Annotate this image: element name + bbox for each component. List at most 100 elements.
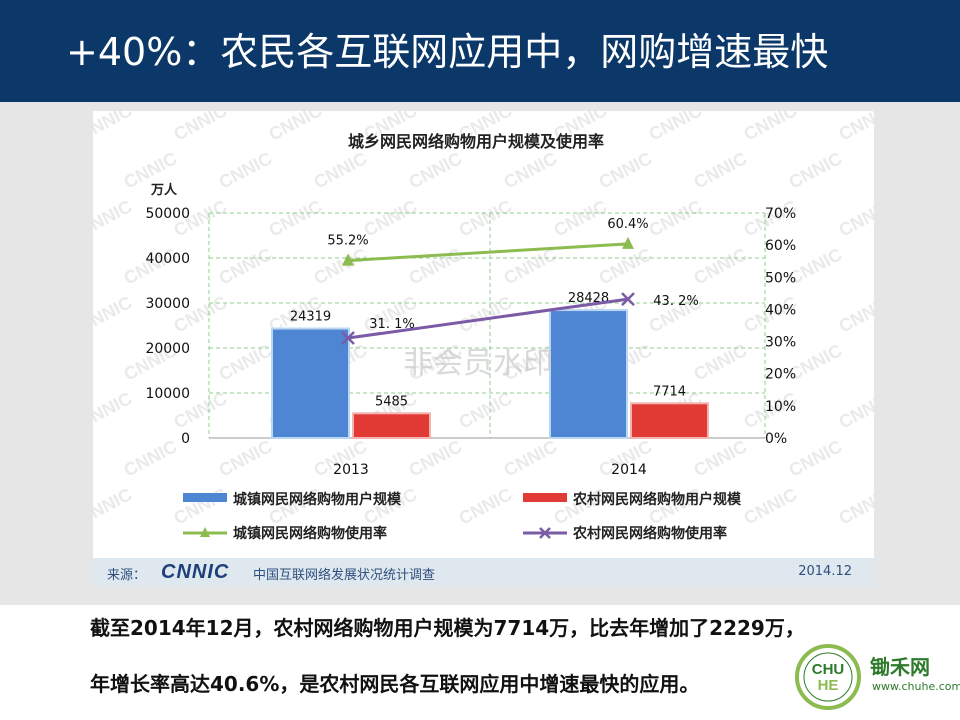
bar-rural-2013 — [352, 412, 431, 440]
y-right-tick-label: 70% — [765, 206, 796, 222]
watermark-text: 非会员水印 — [403, 346, 553, 381]
watermark-brand-mark: CNNIC — [405, 148, 465, 192]
legend-label: 农村网民网络购物用户规模 — [572, 491, 742, 508]
watermark-brand-mark: CNNIC — [835, 111, 874, 145]
watermark-brand-mark: CNNIC — [595, 148, 655, 192]
svg-text:HE: HE — [818, 677, 839, 694]
watermark-brand-mark: CNNIC — [500, 436, 560, 480]
watermark-brand-mark: CNNIC — [405, 244, 465, 288]
chart-panel: CNNIC CNNIC CNNIC CNNIC CNNIC CNNIC CNNIC CNNIC… — [93, 111, 874, 587]
watermark-brand-mark: CNNIC — [93, 111, 135, 145]
watermark-brand-mark: CNNIC — [215, 148, 275, 192]
x-tick-label: 2013 — [333, 462, 369, 478]
chart-svg: CNNIC CNNIC CNNIC CNNIC CNNIC CNNIC CNNIC CNNIC… — [93, 111, 874, 542]
site-name: 锄禾网 — [870, 655, 930, 679]
watermark-brand-mark: CNNIC — [360, 196, 420, 240]
legend-label: 城镇网民网络购物使用率 — [233, 525, 387, 542]
bar-urban-2014 — [549, 309, 628, 440]
watermark-brand-mark: CNNIC — [310, 244, 370, 288]
line-rural-rate — [347, 297, 629, 340]
source-label: 来源： — [107, 568, 147, 583]
line-point-urban-2013 — [342, 253, 354, 266]
bar-data-label: 24319 — [290, 310, 331, 325]
watermark-brand-mark: CNNIC — [120, 436, 180, 480]
source-bar: 来源： CNNIC 中国互联网络发展状况统计调查 2014.12 — [93, 558, 874, 587]
legend-marker — [200, 527, 210, 537]
line-point-rural-2014 — [621, 292, 635, 307]
legend-marker — [539, 527, 551, 539]
watermark-brand-mark: CNNIC — [265, 111, 325, 145]
y-right-tick-label: 20% — [765, 367, 796, 383]
svg-text:CHU: CHU — [812, 661, 845, 678]
watermark-brand-mark: CNNIC — [835, 292, 874, 336]
y-left-tick-label: 30000 — [145, 296, 190, 312]
watermark-brand-mark: CNNIC — [550, 196, 610, 240]
y-left-tick-label: 20000 — [145, 341, 190, 357]
y-left-tick-label: 50000 — [145, 206, 190, 222]
cnnic-logo: CNNIC — [161, 561, 230, 583]
watermark-brand-mark: CNNIC — [170, 484, 230, 528]
bar-rural-2014 — [630, 402, 709, 439]
site-logo-emblem: CHU HE — [795, 644, 861, 710]
watermark-brand-mark: CNNIC — [500, 148, 560, 192]
watermark-brand-mark: CNNIC — [215, 340, 275, 384]
watermark-brand-mark: CNNIC — [595, 244, 655, 288]
watermark-brand-mark: CNNIC — [645, 111, 705, 145]
watermark-brand-mark: CNNIC — [93, 196, 135, 240]
watermark-brand-mark: CNNIC — [455, 388, 515, 432]
watermark-brand-mark: CNNIC — [740, 484, 800, 528]
watermark-brand-mark: CNNIC — [455, 196, 515, 240]
watermark-brand-mark: CNNIC — [690, 244, 750, 288]
slide-title: +40%：农民各互联网应用中，网购增速最快 — [66, 30, 829, 74]
site-url: www.chuhe.com — [872, 680, 960, 693]
watermark-brand-mark: CNNIC — [93, 292, 135, 336]
watermark-brand-mark: CNNIC — [455, 292, 515, 336]
legend-swatch — [183, 493, 227, 502]
bar-urban-2013 — [271, 327, 350, 439]
line-data-label: 43. 2% — [653, 294, 698, 309]
y-right-tick-label: 10% — [765, 399, 796, 415]
watermark-brand-mark: CNNIC — [215, 244, 275, 288]
watermark-brand-mark: CNNIC — [645, 196, 705, 240]
watermark-brand-mark: CNNIC — [835, 388, 874, 432]
watermark-brand-mark: CNNIC — [405, 436, 465, 480]
line-data-label: 55.2% — [327, 234, 368, 249]
watermark-brand-mark: CNNIC — [455, 484, 515, 528]
x-tick-label: 2014 — [611, 462, 647, 478]
watermark-brand-mark: CNNIC — [690, 340, 750, 384]
bar-data-label: 5485 — [375, 394, 408, 409]
y-right-tick-label: 60% — [765, 238, 796, 254]
line-point-rural-2013 — [341, 331, 355, 345]
watermark-brand-mark: CNNIC — [690, 436, 750, 480]
watermark-brand-mark: CNNIC — [93, 484, 135, 528]
watermark-brand-mark: CNNIC — [170, 111, 230, 145]
watermark-brand-mark: CNNIC — [835, 196, 874, 240]
bar-data-label: 7714 — [653, 384, 686, 399]
y-left-tick-label: 10000 — [145, 386, 190, 402]
y-right-tick-label: 0% — [765, 431, 787, 447]
y-left-tick-label: 0 — [181, 431, 190, 447]
watermark-brand-mark: CNNIC — [93, 388, 135, 432]
watermark-brand-mark: CNNIC — [835, 484, 874, 528]
caption-line-2: 年增长率高达40.6%，是农村网民各互联网应用中增速最快的应用。 — [90, 672, 700, 696]
y-right-tick-label: 40% — [765, 302, 796, 318]
watermark-brand-mark: CNNIC — [785, 436, 845, 480]
source-date: 2014.12 — [798, 564, 852, 579]
y-left-unit: 万人 — [150, 182, 178, 198]
watermark-brand-mark: CNNIC — [740, 111, 800, 145]
watermark-brand-mark: CNNIC — [690, 148, 750, 192]
watermark-brand-mark: CNNIC — [265, 196, 325, 240]
caption-line-1: 截至2014年12月，农村网络购物用户规模为7714万，比去年增加了2229万， — [90, 616, 805, 640]
watermark-brand-mark: CNNIC — [785, 148, 845, 192]
line-data-label: 31. 1% — [369, 317, 414, 332]
y-left-tick-label: 40000 — [145, 251, 190, 267]
legend-swatch — [523, 493, 567, 502]
chart-title: 城乡网民网络购物用户规模及使用率 — [348, 132, 604, 151]
source-name: 中国互联网络发展状况统计调查 — [253, 568, 436, 583]
watermark-brand-mark: CNNIC — [310, 148, 370, 192]
y-right-tick-label: 30% — [765, 335, 796, 351]
line-point-urban-2014 — [622, 236, 634, 249]
line-urban-rate — [347, 242, 629, 263]
y-right-tick-label: 50% — [765, 270, 796, 286]
watermark-brand-mark: CNNIC — [215, 436, 275, 480]
